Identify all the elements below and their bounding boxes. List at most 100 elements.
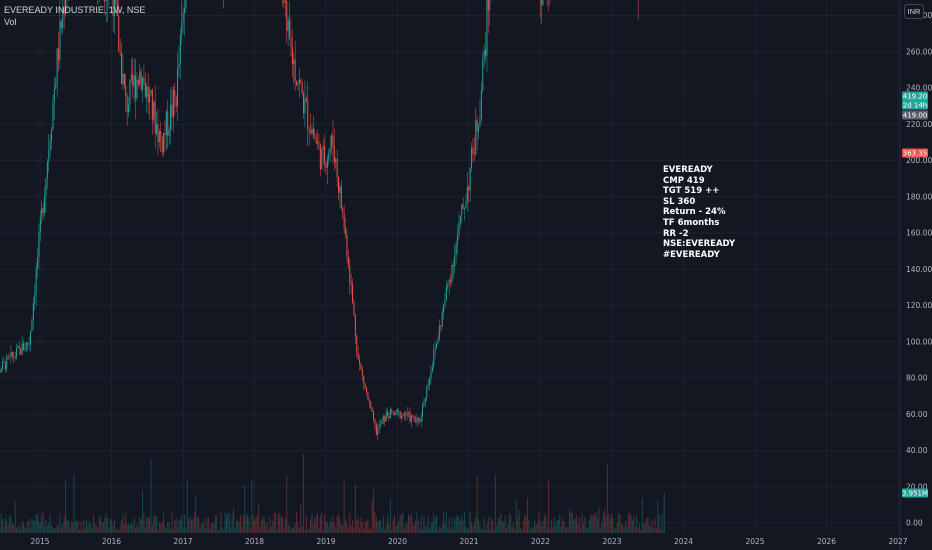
volume-bar	[132, 524, 134, 533]
volume-bar	[223, 529, 225, 533]
candle-body	[48, 150, 50, 162]
volume-bar	[241, 526, 243, 533]
volume-bar	[641, 498, 643, 533]
volume-bar	[655, 528, 657, 533]
volume-indicator-label[interactable]: Vol	[4, 17, 17, 27]
candle-body	[475, 120, 477, 155]
volume-bar	[441, 524, 443, 533]
volume-bar	[559, 513, 561, 533]
candle-body	[339, 186, 341, 194]
candle-body	[401, 415, 403, 419]
volume-bar	[478, 519, 480, 533]
candle-body	[417, 417, 419, 421]
note-line: Return - 24%	[663, 207, 726, 218]
volume-bar	[41, 514, 43, 533]
volume-bar	[3, 525, 5, 533]
volume-bar	[468, 527, 470, 533]
candle-body	[112, 0, 114, 16]
candle-body	[301, 82, 303, 94]
volume-bar	[34, 521, 36, 533]
volume-bar	[191, 520, 193, 533]
candle-body	[154, 101, 156, 134]
volume-bar	[139, 517, 141, 533]
volume-bar	[368, 528, 370, 533]
last-price-tag	[902, 91, 928, 101]
volume-bar	[340, 525, 342, 533]
candle-body	[149, 93, 151, 103]
volume-bar	[304, 529, 306, 533]
candle-body	[35, 268, 37, 294]
volume-bar	[203, 518, 205, 533]
currency-button[interactable]: INR	[904, 4, 924, 19]
volume-bar	[409, 516, 411, 533]
candle-body	[290, 37, 292, 47]
candle-body	[440, 325, 442, 327]
candle-body	[450, 280, 452, 282]
volume-bar	[542, 521, 544, 533]
volume-bar	[357, 516, 359, 533]
volume-bar	[577, 524, 579, 533]
candle-body	[367, 392, 369, 400]
time-axis[interactable]: 2015 2016 2017 2018 2019 2020 2021 2022 2023 2024…	[30, 537, 907, 546]
volume-bar	[262, 516, 264, 533]
volume-bar	[339, 518, 341, 533]
volume-bar	[489, 529, 491, 533]
volume-bar	[104, 517, 106, 533]
volume-bar	[52, 528, 54, 533]
candle-body	[304, 98, 306, 114]
volume-bar	[377, 522, 379, 533]
candle-body	[374, 419, 376, 425]
volume-bar	[31, 519, 33, 533]
volume-bar	[199, 528, 201, 533]
volume-bar	[268, 529, 270, 533]
volume-bar	[296, 512, 298, 533]
symbol-title[interactable]: EVEREADY INDUSTRIE, 1W, NSE	[4, 5, 146, 15]
candle-body	[126, 96, 128, 113]
x-tick-label: 2024	[674, 537, 693, 546]
y-tick-label: 160.00	[906, 229, 932, 238]
volume-bar	[234, 527, 236, 533]
volume-bar	[335, 527, 337, 533]
candle-body	[541, 0, 543, 5]
volume-bar	[37, 513, 39, 533]
candle-body	[436, 343, 438, 348]
volume-bar	[398, 521, 400, 533]
volume-bar	[619, 514, 621, 533]
candle-body	[63, 7, 65, 14]
volume-bar	[70, 521, 72, 533]
candle-body	[122, 73, 124, 84]
volume-bar	[476, 476, 478, 533]
volume-bar	[224, 512, 226, 533]
volume-bar	[126, 524, 128, 533]
volume-bar	[196, 517, 198, 533]
candle-body	[184, 7, 186, 14]
volume-bar	[315, 514, 317, 533]
candle-body	[448, 280, 450, 285]
volume-bar	[154, 515, 156, 533]
volume-bar	[567, 527, 569, 533]
candle-body	[136, 80, 138, 99]
volume-bar	[175, 518, 177, 533]
volume-bar	[325, 520, 327, 533]
volume-bar	[634, 527, 636, 533]
volume-bar	[178, 519, 180, 533]
entry-price-text: 419.00	[903, 112, 928, 120]
volume-bar	[440, 527, 442, 533]
volume-bar	[69, 527, 71, 533]
volume-bar	[464, 512, 466, 533]
volume-bar	[20, 529, 22, 533]
volume-bar	[144, 527, 146, 533]
y-tick-label: 120.00	[906, 301, 932, 310]
volume-bar	[455, 515, 457, 533]
volume-bar	[319, 515, 321, 533]
volume-bar	[333, 523, 335, 533]
volume-bar	[255, 517, 257, 533]
volume-bar	[570, 512, 572, 533]
candle-body	[388, 415, 390, 419]
grid-lines	[0, 0, 900, 533]
volume-bar	[209, 528, 211, 533]
volume-bar	[347, 527, 349, 533]
candle-body	[163, 133, 165, 153]
volume-bar	[450, 529, 452, 533]
